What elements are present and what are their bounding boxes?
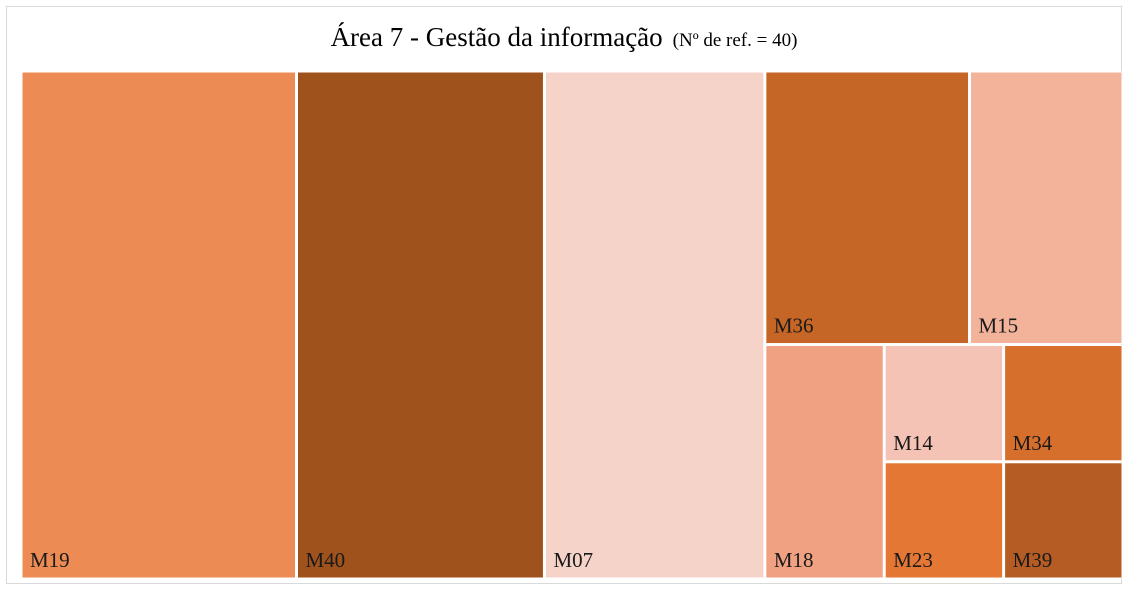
chart-title: Área 7 - Gestão da informação [331, 22, 663, 52]
treemap-tile [765, 71, 970, 345]
tile-label: M15 [979, 314, 1019, 338]
tile-label: M40 [306, 548, 346, 572]
treemap-tile [884, 345, 1004, 462]
chart-subtitle: (Nº de ref. = 40) [673, 30, 798, 51]
tile-label: M23 [893, 548, 933, 572]
treemap-tile [765, 345, 884, 579]
tile-label: M39 [1013, 548, 1053, 572]
tile-label: M36 [774, 314, 814, 338]
treemap-tile [544, 71, 765, 579]
treemap-tile [884, 462, 1004, 579]
chart-heading: Área 7 - Gestão da informação (Nº de ref… [331, 22, 798, 52]
tile-label: M19 [30, 548, 70, 572]
treemap-tile [1004, 462, 1123, 579]
tile-label: M18 [774, 548, 814, 572]
treemap-tile [297, 71, 544, 579]
tile-label: M34 [1013, 431, 1053, 455]
treemap-tile [970, 71, 1123, 345]
treemap-tile [21, 71, 296, 579]
tile-label: M14 [893, 431, 933, 455]
tile-label: M07 [553, 548, 593, 572]
treemap-tile [1004, 345, 1123, 462]
